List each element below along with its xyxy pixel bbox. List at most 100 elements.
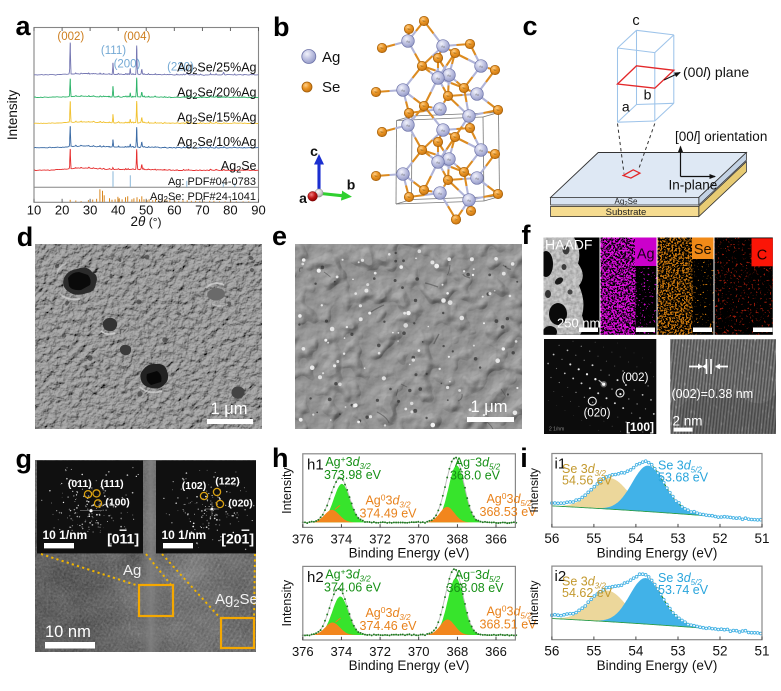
svg-text:Se: Se (496, 192, 500, 196)
svg-text:53.74 eV: 53.74 eV (658, 583, 709, 597)
svg-text:Ag: Ag (322, 49, 340, 66)
svg-text:10 nm: 10 nm (45, 623, 91, 641)
svg-text:a: a (299, 190, 307, 206)
svg-text:376: 376 (292, 531, 314, 546)
svg-text:HAADF: HAADF (545, 237, 592, 253)
svg-text:374: 374 (331, 531, 353, 546)
svg-text:i1: i1 (555, 456, 567, 473)
svg-text:10 1/nm: 10 1/nm (43, 528, 88, 542)
svg-text:20: 20 (55, 203, 69, 218)
svg-text:90: 90 (251, 203, 265, 218)
svg-text:Ag: Ag (467, 198, 471, 202)
svg-text:Ag: PDF#04-0783: Ag: PDF#04-0783 (168, 176, 256, 188)
svg-text:Se: Se (493, 68, 497, 72)
svg-text:70: 70 (195, 203, 209, 218)
svg-text:(200): (200) (114, 59, 141, 71)
svg-text:i2: i2 (555, 568, 567, 585)
svg-text:(102): (102) (182, 480, 207, 492)
svg-text:[00l] orientation: [00l] orientation (675, 129, 767, 144)
svg-text:[201]: [201] (221, 531, 254, 547)
svg-text:[011]: [011] (107, 531, 139, 547)
svg-text:50: 50 (139, 203, 153, 218)
svg-text:(220): (220) (167, 62, 194, 74)
svg-text:b: b (644, 87, 652, 103)
svg-text:h2: h2 (307, 569, 324, 586)
svg-text:(004): (004) (124, 31, 151, 43)
svg-text:c: c (632, 13, 639, 29)
svg-text:Intensity: Intensity (530, 581, 541, 626)
svg-text:h1: h1 (307, 456, 324, 473)
svg-text:Ag2Se/25%Ag: Ag2Se/25%Ag (177, 61, 256, 77)
svg-text:Ag: Ag (401, 88, 405, 92)
svg-text:Se: Se (496, 108, 500, 112)
svg-text:1 μm: 1 μm (210, 400, 247, 418)
svg-text:(011): (011) (68, 478, 92, 490)
svg-text:Se: Se (694, 242, 712, 258)
svg-text:Ag2Se: PDF#24-1041: Ag2Se: PDF#24-1041 (150, 191, 256, 204)
svg-text:Ag: Ag (441, 44, 445, 48)
svg-text:Se: Se (422, 104, 426, 108)
svg-text:Se: Se (420, 64, 424, 68)
svg-text:53.68 eV: 53.68 eV (658, 471, 709, 485)
svg-text:Se: Se (446, 94, 450, 98)
svg-text:54: 54 (628, 644, 644, 659)
svg-text:52: 52 (712, 531, 727, 546)
svg-text:Se: Se (436, 140, 440, 144)
svg-text:Intensity: Intensity (280, 467, 294, 514)
svg-text:374.49 eV: 374.49 eV (360, 507, 418, 521)
svg-text:1 μm: 1 μm (470, 398, 507, 416)
svg-text:Se: Se (374, 90, 378, 94)
svg-text:Ag: Ag (637, 247, 655, 263)
svg-text:368.51 eV: 368.51 eV (480, 617, 538, 631)
svg-text:60: 60 (167, 203, 181, 218)
svg-text:54: 54 (628, 531, 644, 546)
svg-text:Se: Se (374, 174, 378, 178)
svg-text:(002): (002) (622, 372, 649, 384)
svg-text:Se: Se (469, 209, 473, 213)
svg-text:(100): (100) (105, 497, 130, 509)
svg-text:Se: Se (407, 27, 411, 31)
svg-text:Se: Se (468, 126, 472, 130)
svg-text:2θ (°): 2θ (°) (131, 214, 162, 229)
svg-text:366: 366 (485, 531, 507, 546)
svg-text:366: 366 (485, 644, 507, 659)
svg-text:Ag: Ag (475, 92, 479, 96)
svg-text:(111): (111) (101, 45, 126, 57)
svg-text:Se: Se (380, 46, 384, 50)
svg-text:Binding Energy (eV): Binding Energy (eV) (597, 658, 718, 673)
svg-text:2 nm: 2 nm (673, 414, 703, 429)
svg-text:Se: Se (462, 170, 466, 174)
svg-text:(122): (122) (215, 476, 240, 488)
svg-text:Intensity: Intensity (280, 579, 294, 626)
svg-text:Se: Se (407, 111, 411, 115)
svg-text:55: 55 (586, 644, 601, 659)
svg-text:Se: Se (493, 152, 497, 156)
svg-text:Se: Se (453, 135, 457, 139)
svg-text:Ag: Ag (406, 39, 410, 43)
svg-text:376: 376 (292, 644, 314, 659)
svg-text:370: 370 (408, 531, 430, 546)
svg-text:51: 51 (754, 531, 769, 546)
svg-text:Se: Se (468, 42, 472, 46)
svg-text:368: 368 (447, 644, 469, 659)
svg-text:Ag: Ag (438, 107, 442, 111)
svg-text:Ag2Se: Ag2Se (215, 591, 258, 610)
svg-text:54.62 eV: 54.62 eV (562, 586, 613, 600)
svg-text:b: b (347, 177, 356, 193)
svg-text:Se: Se (422, 19, 426, 23)
svg-text:56: 56 (544, 531, 559, 546)
svg-text:Ag: Ag (401, 172, 405, 176)
svg-text:C: C (757, 248, 767, 264)
svg-text:374.46 eV: 374.46 eV (360, 619, 418, 633)
svg-text:368: 368 (447, 531, 469, 546)
svg-text:[100]: [100] (626, 420, 654, 434)
svg-text:In-plane: In-plane (669, 178, 718, 193)
svg-text:53: 53 (670, 644, 685, 659)
svg-text:374.06 eV: 374.06 eV (324, 581, 382, 595)
svg-text:372: 372 (369, 644, 391, 659)
svg-text:(002)=0.38 nm: (002)=0.38 nm (672, 387, 754, 401)
svg-text:a: a (622, 99, 630, 115)
svg-text:Ag: Ag (436, 76, 440, 80)
svg-text:Se: Se (407, 195, 411, 199)
svg-text:Se: Se (454, 218, 458, 222)
